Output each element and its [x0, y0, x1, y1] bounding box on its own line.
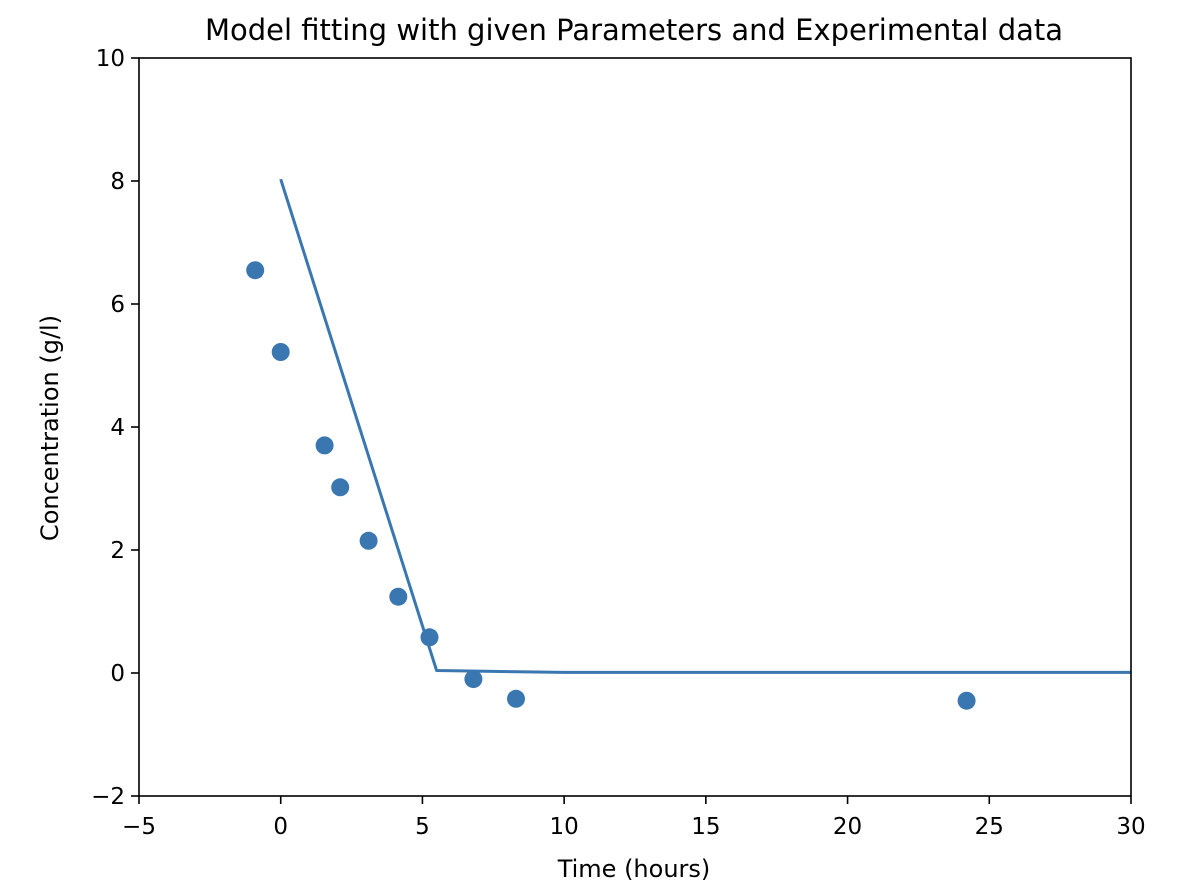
y-axis-label: Concentration (g/l) — [36, 315, 64, 541]
data-point — [464, 670, 483, 689]
y-axis: −2 0 2 4 6 8 10 — [91, 46, 139, 810]
y-tick-label: −2 — [91, 784, 125, 810]
x-tick-label: 30 — [1116, 814, 1145, 840]
y-tick-label: 8 — [110, 169, 125, 195]
y-tick-label: 6 — [110, 292, 125, 318]
y-tick-label: 0 — [110, 661, 125, 687]
x-tick-label: 5 — [415, 814, 430, 840]
x-tick-label: 0 — [273, 814, 288, 840]
data-point — [957, 691, 976, 710]
x-tick-label: 10 — [550, 814, 579, 840]
y-tick-label: 2 — [110, 538, 125, 564]
data-point — [246, 261, 265, 280]
data-point — [331, 478, 350, 497]
data-point — [507, 689, 525, 708]
x-axis: −5 0 5 10 15 20 25 30 — [122, 796, 1146, 840]
data-point — [271, 343, 290, 361]
data-point — [359, 531, 378, 550]
x-tick-label: 15 — [691, 814, 720, 840]
x-tick-label: 25 — [975, 814, 1004, 840]
y-tick-label: 4 — [110, 415, 125, 441]
data-point — [389, 587, 408, 606]
x-tick-label: −5 — [122, 814, 156, 840]
chart-title: Model fitting with given Parameters and … — [205, 13, 1063, 47]
x-tick-label: 20 — [833, 814, 862, 840]
y-tick-label: 10 — [96, 46, 125, 72]
x-axis-label: Time (hours) — [557, 855, 711, 883]
data-point — [315, 436, 334, 455]
model-fit-line — [279, 178, 1131, 674]
plot-area — [246, 178, 1131, 710]
